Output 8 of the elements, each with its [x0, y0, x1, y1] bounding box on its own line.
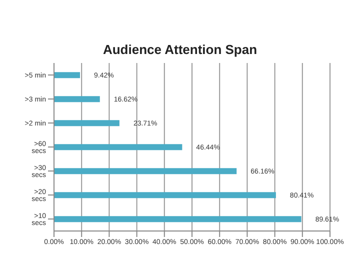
bar	[54, 168, 237, 174]
bar	[54, 120, 120, 126]
bar	[54, 216, 302, 222]
bar	[54, 144, 182, 150]
chart-title: Audience Attention Span	[102, 41, 258, 57]
bar	[54, 96, 100, 102]
bar	[54, 72, 80, 78]
bar	[54, 192, 276, 198]
